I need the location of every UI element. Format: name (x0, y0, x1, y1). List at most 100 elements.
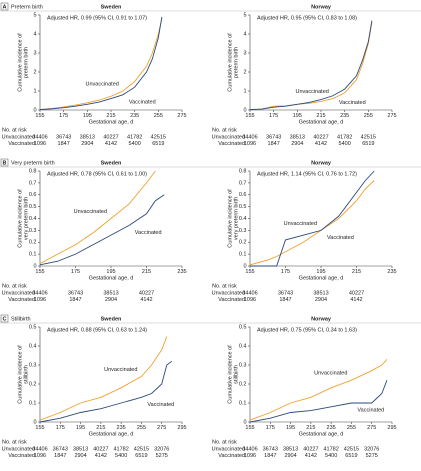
y-tick-label: 0 (243, 107, 246, 113)
at-risk-row-name: Unvaccinated (2, 290, 35, 296)
x-tick-label: 255 (154, 113, 163, 119)
at-risk-count: 5400 (115, 453, 127, 459)
at-risk-count: 36743 (68, 290, 83, 296)
at-risk-count: 2904 (291, 141, 303, 147)
at-risk-count: 40227 (303, 446, 318, 452)
x-tick-label: 215 (316, 113, 325, 119)
x-tick-label: 295 (177, 425, 186, 431)
x-tick-label: 295 (387, 425, 396, 431)
y-tick-label: 0 (243, 263, 246, 269)
at-risk-count: 34406 (242, 446, 257, 452)
at-risk-count: 41782 (113, 446, 128, 452)
annotation: Adjusted HR, 0.75 (95% CI, 0.34 to 1.63) (257, 327, 357, 333)
y-tick-label: 0.5 (29, 204, 37, 210)
at-risk-row-name: Vaccinated (8, 453, 35, 459)
y-axis-label: Cumulative incidence of (17, 33, 23, 92)
at-risk-row-name: Unvaccinated (2, 446, 35, 452)
at-risk-title: No. at risk (2, 127, 27, 133)
y-tick-label: 0.2 (29, 240, 37, 246)
series-label: Unvaccinated (314, 371, 347, 377)
x-tick-label: 255 (364, 113, 373, 119)
panel-title: Stillbirth (11, 316, 31, 322)
x-tick-label: 175 (56, 425, 65, 431)
x-tick-label: 175 (59, 113, 68, 119)
at-risk-count: 36743 (53, 446, 68, 452)
x-tick-label: 255 (137, 425, 146, 431)
at-risk-count: 2904 (105, 297, 117, 303)
x-tick-label: 235 (387, 269, 396, 275)
y-tick-label: 0.1 (239, 252, 247, 258)
annotation: Adjusted HR, 0.99 (95% CI, 0.91 to 1.07) (47, 15, 147, 21)
at-risk-count: 1096 (34, 453, 46, 459)
at-risk-count: 6519 (345, 453, 357, 459)
panel-letter-box (0, 314, 9, 323)
series-label: Vaccinated (357, 407, 384, 413)
series-line (249, 380, 388, 423)
x-tick-label: 235 (117, 425, 126, 431)
at-risk-count: 1096 (244, 141, 256, 147)
at-risk-row-name: Vaccinated (218, 297, 245, 303)
at-risk-count: 6519 (152, 141, 164, 147)
at-risk-count: 1096 (244, 297, 256, 303)
x-tick-label: 275 (177, 113, 186, 119)
at-risk-count: 34406 (242, 290, 257, 296)
annotation: Adjusted HR, 1.14 (95% CI, 0.76 to 1.72) (257, 171, 357, 177)
at-risk-count: 38513 (283, 446, 298, 452)
at-risk-count: 34406 (32, 134, 47, 140)
at-risk-row-name: Vaccinated (8, 297, 35, 303)
y-tick-label: 0.1 (29, 252, 37, 258)
series-label: Unvaccinated (296, 89, 329, 95)
y-tick-label: 0.3 (29, 362, 37, 368)
x-tick-label: 235 (177, 269, 186, 275)
y-axis-label: preterm birth (23, 47, 29, 78)
at-risk-title: No. at risk (212, 283, 237, 289)
series-line (39, 194, 165, 266)
series-line (249, 20, 373, 111)
x-axis-label: Gestational age, d (89, 275, 134, 281)
y-axis-label: Cumulative incidence of (227, 345, 233, 404)
y-tick-label: 0.4 (29, 216, 37, 222)
x-tick-label: 175 (71, 269, 80, 275)
at-risk-count: 40227 (103, 134, 118, 140)
at-risk-count: 1847 (268, 141, 280, 147)
x-tick-label: 275 (367, 425, 376, 431)
at-risk-count: 5400 (129, 141, 141, 147)
at-risk-count: 41782 (323, 446, 338, 452)
at-risk-count: 1096 (34, 141, 46, 147)
y-tick-label: 0 (33, 419, 36, 425)
at-risk-count: 32076 (364, 446, 379, 452)
chart-title: Norway (311, 4, 332, 10)
series-label: Vaccinated (147, 402, 174, 408)
at-risk-count: 1096 (34, 297, 46, 303)
series-label: Vaccinated (135, 230, 162, 236)
x-tick-label: 215 (106, 113, 115, 119)
at-risk-count: 42515 (361, 134, 376, 140)
series-line (249, 22, 373, 111)
at-risk-count: 1847 (54, 453, 66, 459)
at-risk-count: 5400 (339, 141, 351, 147)
x-tick-label: 155 (35, 113, 44, 119)
at-risk-count: 1847 (58, 141, 70, 147)
at-risk-count: 5275 (156, 453, 168, 459)
panel-letter: A (3, 4, 7, 10)
x-tick-label: 195 (293, 113, 302, 119)
chart-title: Sweden (101, 4, 122, 10)
x-axis-label: Gestational age, d (299, 119, 344, 125)
x-axis-label: Gestational age, d (89, 119, 134, 125)
y-tick-label: 0 (243, 419, 246, 425)
at-risk-count: 38513 (73, 446, 88, 452)
at-risk-title: No. at risk (212, 439, 237, 445)
x-axis-label: Gestational age, d (299, 431, 344, 437)
y-axis-label: preterm birth (233, 47, 239, 78)
chart-title: Norway (311, 160, 332, 166)
x-tick-label: 195 (106, 269, 115, 275)
y-axis-label: very preterm birth (23, 197, 29, 240)
y-tick-label: 0.2 (239, 381, 247, 387)
y-tick-label: 4 (33, 31, 36, 37)
at-risk-count: 1847 (69, 297, 81, 303)
y-tick-label: 3 (33, 50, 36, 56)
chart-title: Norway (311, 316, 332, 322)
y-tick-label: 4 (243, 31, 246, 37)
annotation: Adjusted HR, 0.95 (95% CI, 0.83 to 1.08) (257, 15, 357, 21)
x-tick-label: 235 (327, 425, 336, 431)
